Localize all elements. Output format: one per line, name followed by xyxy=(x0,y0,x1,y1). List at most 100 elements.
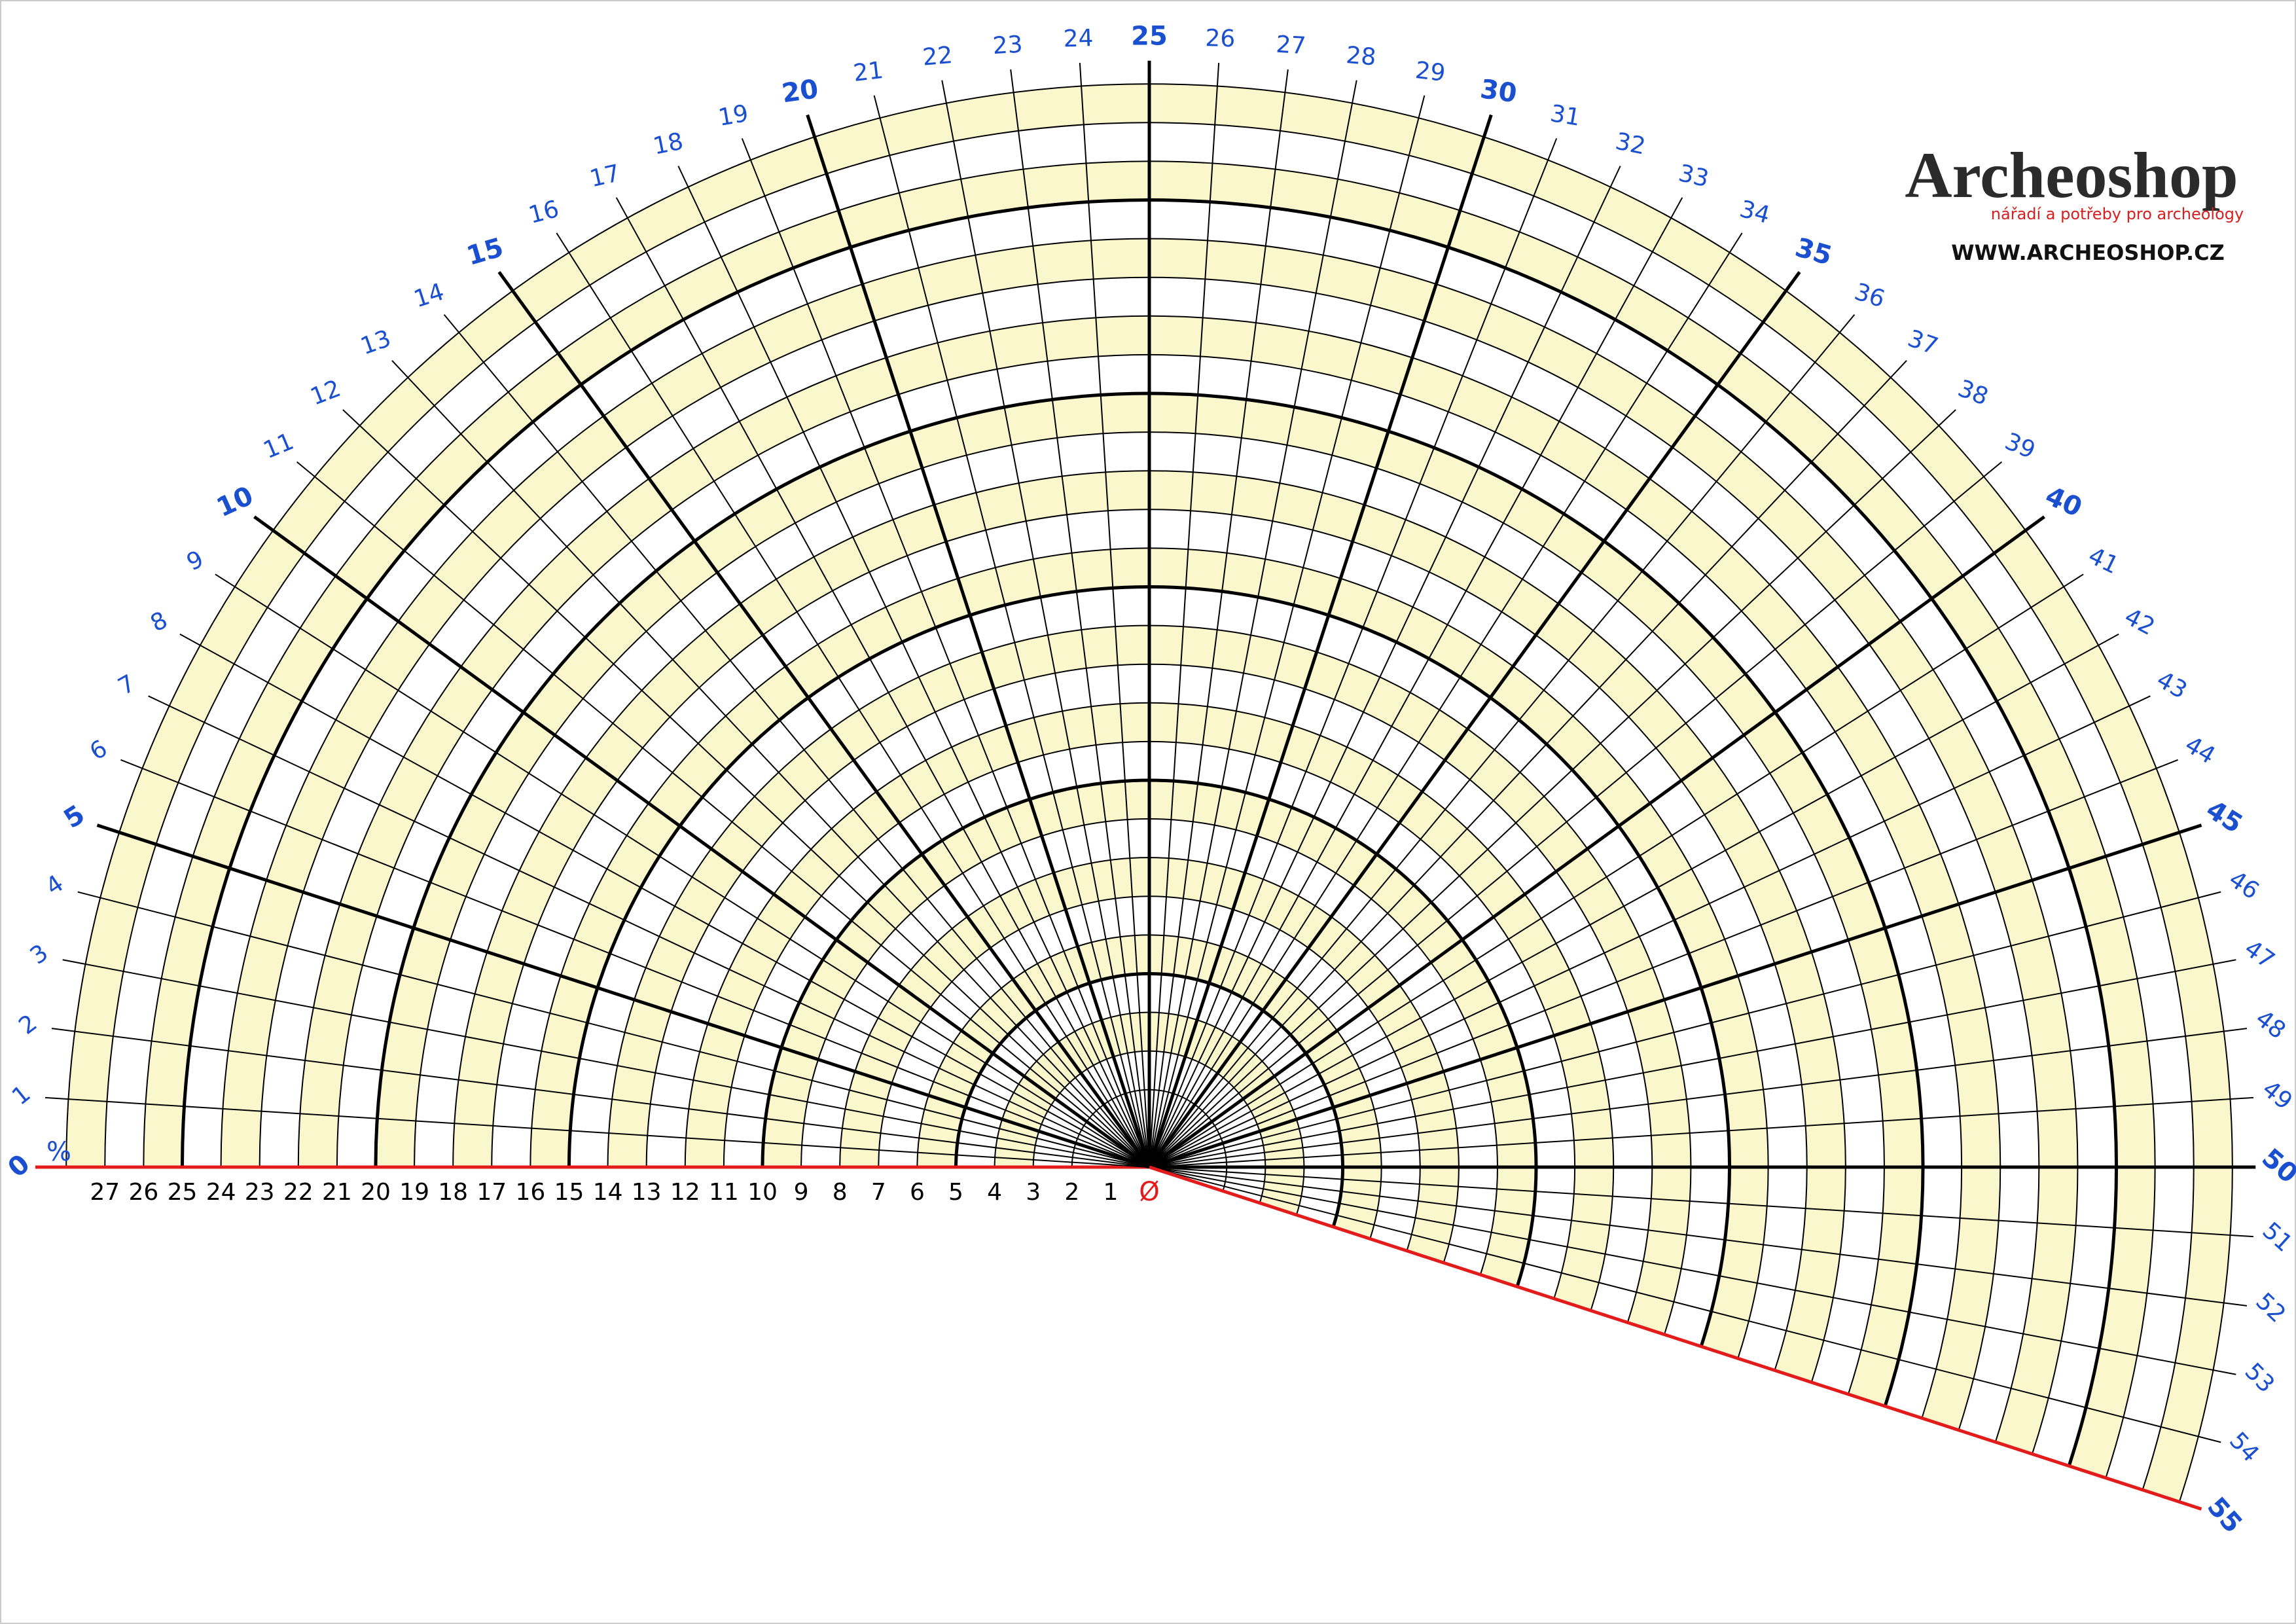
diameter-circle xyxy=(374,391,1925,1407)
diameter-label: 11 xyxy=(709,1179,739,1206)
logo-url: WWW.ARCHEOSHOP.CZ xyxy=(1951,240,2225,265)
percent-line xyxy=(741,138,1150,1168)
diameter-label: 20 xyxy=(361,1179,391,1206)
diameter-label: 18 xyxy=(438,1179,468,1206)
diameter-circle xyxy=(220,238,2079,1454)
diameter-circle xyxy=(1071,1089,1228,1191)
percent-label: 27 xyxy=(1275,31,1306,60)
percent-line xyxy=(1010,69,1150,1168)
percent-line xyxy=(1149,409,1956,1168)
diameter-circle xyxy=(800,818,1498,1275)
percent-line xyxy=(1149,1096,2253,1168)
diameter-circle xyxy=(143,160,2156,1479)
diameter-circle xyxy=(1032,1050,1266,1204)
center-symbol: Ø xyxy=(1139,1177,1159,1207)
percent-line xyxy=(806,114,1151,1168)
diameter-label: 15 xyxy=(554,1179,584,1206)
percent-label: 22 xyxy=(922,42,954,71)
percent-line xyxy=(1147,114,1493,1168)
diameter-circle xyxy=(607,624,1692,1335)
diameter-circle xyxy=(491,509,1808,1371)
percent-line xyxy=(1149,1166,2248,1307)
percent-line xyxy=(443,314,1150,1168)
diameter-circle xyxy=(529,547,1769,1359)
percent-label: 24 xyxy=(1063,25,1094,52)
percent-line xyxy=(941,80,1150,1168)
diameter-circle xyxy=(297,315,2001,1431)
diameter-label: 9 xyxy=(794,1179,809,1206)
percent-line xyxy=(497,271,1151,1168)
diameter-label: 14 xyxy=(593,1179,623,1206)
diameter-label: 5 xyxy=(948,1179,963,1206)
diameter-circle xyxy=(878,895,1421,1252)
percent-line xyxy=(1149,891,2221,1168)
percent-label: 30 xyxy=(1479,74,1519,109)
percent-line xyxy=(253,515,1151,1169)
percent-line xyxy=(1147,271,1801,1168)
percent-line xyxy=(179,633,1150,1168)
diameter-circle xyxy=(839,857,1460,1263)
diameter-label: 24 xyxy=(206,1179,236,1206)
diameter-label: 10 xyxy=(747,1179,778,1206)
diameter-circle xyxy=(414,431,1885,1395)
percent-label: 29 xyxy=(1414,57,1446,87)
logo: Archeoshop nářadí a potřeby pro archeolo… xyxy=(1905,139,2244,265)
percent-line xyxy=(615,197,1150,1168)
diameter-label: 1 xyxy=(1103,1179,1118,1206)
percent-line xyxy=(1149,1166,2236,1375)
percent-label: 23 xyxy=(992,31,1024,60)
percent-label: 20 xyxy=(780,74,821,109)
diameter-label: 17 xyxy=(476,1179,507,1206)
percent-line xyxy=(677,166,1150,1168)
diameter-label: 3 xyxy=(1026,1179,1041,1206)
percent-line xyxy=(120,759,1150,1168)
diameter-label: 8 xyxy=(833,1179,848,1206)
diameter-circle xyxy=(994,1011,1305,1216)
percent-line xyxy=(1079,63,1150,1168)
percent-line xyxy=(148,695,1150,1168)
diameter-circle xyxy=(336,353,1963,1418)
percent-line xyxy=(1149,759,2178,1168)
diameter-circle xyxy=(645,663,1653,1323)
percent-line xyxy=(296,461,1150,1168)
percent-line xyxy=(391,360,1150,1168)
diameter-circle xyxy=(452,470,1846,1383)
percent-line xyxy=(45,1096,1150,1168)
grid xyxy=(35,60,2256,1511)
diameter-label: 16 xyxy=(515,1179,545,1206)
percent-line xyxy=(1149,633,2119,1168)
logo-name: Archeoshop xyxy=(1905,139,2238,211)
percent-label: 18 xyxy=(651,128,685,160)
percent-line xyxy=(1149,573,2084,1168)
percent-line xyxy=(1149,461,2003,1168)
diameter-label: 12 xyxy=(670,1179,700,1206)
diameter-label: 7 xyxy=(871,1179,886,1206)
percent-line xyxy=(1149,232,1743,1168)
percent-line xyxy=(556,232,1150,1168)
diameter-label: 2 xyxy=(1064,1179,1079,1206)
diameter-circle xyxy=(259,276,2040,1443)
logo-tagline: nářadí a potřeby pro archeology xyxy=(1991,205,2244,223)
diameter-circle xyxy=(954,972,1344,1228)
diameter-circle xyxy=(761,778,1538,1288)
percent-line xyxy=(1149,314,1856,1168)
diameter-circle xyxy=(916,934,1382,1239)
percent-line xyxy=(1148,515,2045,1169)
percent-line xyxy=(51,1028,1150,1168)
percent-line xyxy=(1149,138,1558,1168)
percent-line xyxy=(1149,166,1621,1168)
percent-line xyxy=(342,409,1150,1168)
percent-line xyxy=(1149,1166,2221,1443)
diameter-circle xyxy=(181,198,2118,1467)
percent-line xyxy=(873,95,1150,1168)
percent-label: 32 xyxy=(1613,128,1648,160)
diameter-label: 25 xyxy=(168,1179,198,1206)
diameter-label: 21 xyxy=(322,1179,352,1206)
percent-label: 26 xyxy=(1205,25,1236,52)
percent-label: 21 xyxy=(852,57,885,87)
ring-band xyxy=(956,973,1343,1227)
diameter-circle xyxy=(65,83,2233,1502)
percent-line xyxy=(1149,360,1907,1168)
